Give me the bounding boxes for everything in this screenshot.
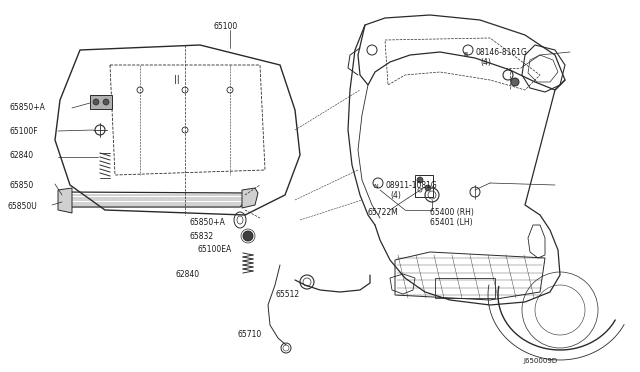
Text: 65100: 65100 (213, 22, 237, 31)
Text: 65400 (RH): 65400 (RH) (430, 208, 474, 217)
Circle shape (425, 185, 431, 191)
Text: 08146-8161G: 08146-8161G (475, 48, 527, 57)
Text: 65850+A: 65850+A (10, 103, 46, 112)
Text: 65832: 65832 (190, 232, 214, 241)
Text: 65512: 65512 (276, 290, 300, 299)
Text: N: N (374, 185, 378, 189)
Text: 65100EA: 65100EA (198, 245, 232, 254)
Text: B: B (464, 51, 468, 57)
Polygon shape (242, 188, 258, 208)
Text: 08911-1081G: 08911-1081G (385, 181, 436, 190)
Text: 65850U: 65850U (8, 202, 38, 211)
Circle shape (103, 99, 109, 105)
Text: 65100F: 65100F (10, 127, 38, 136)
Text: 65850: 65850 (10, 181, 35, 190)
Text: J650009D: J650009D (524, 358, 558, 364)
Circle shape (93, 99, 99, 105)
Text: 62840: 62840 (10, 151, 34, 160)
Text: (4): (4) (390, 191, 401, 200)
Bar (90, 95, 112, 109)
Circle shape (243, 231, 253, 241)
Bar (435, 278, 495, 298)
Polygon shape (58, 188, 72, 213)
Circle shape (417, 177, 423, 183)
Text: 65722M: 65722M (367, 208, 397, 217)
Text: 65850+A: 65850+A (190, 218, 226, 227)
Text: 65401 (LH): 65401 (LH) (430, 218, 472, 227)
Text: 65710: 65710 (238, 330, 262, 339)
Text: ||: || (174, 75, 180, 84)
Circle shape (511, 78, 519, 86)
Text: (4): (4) (480, 58, 491, 67)
Text: 62840: 62840 (176, 270, 200, 279)
